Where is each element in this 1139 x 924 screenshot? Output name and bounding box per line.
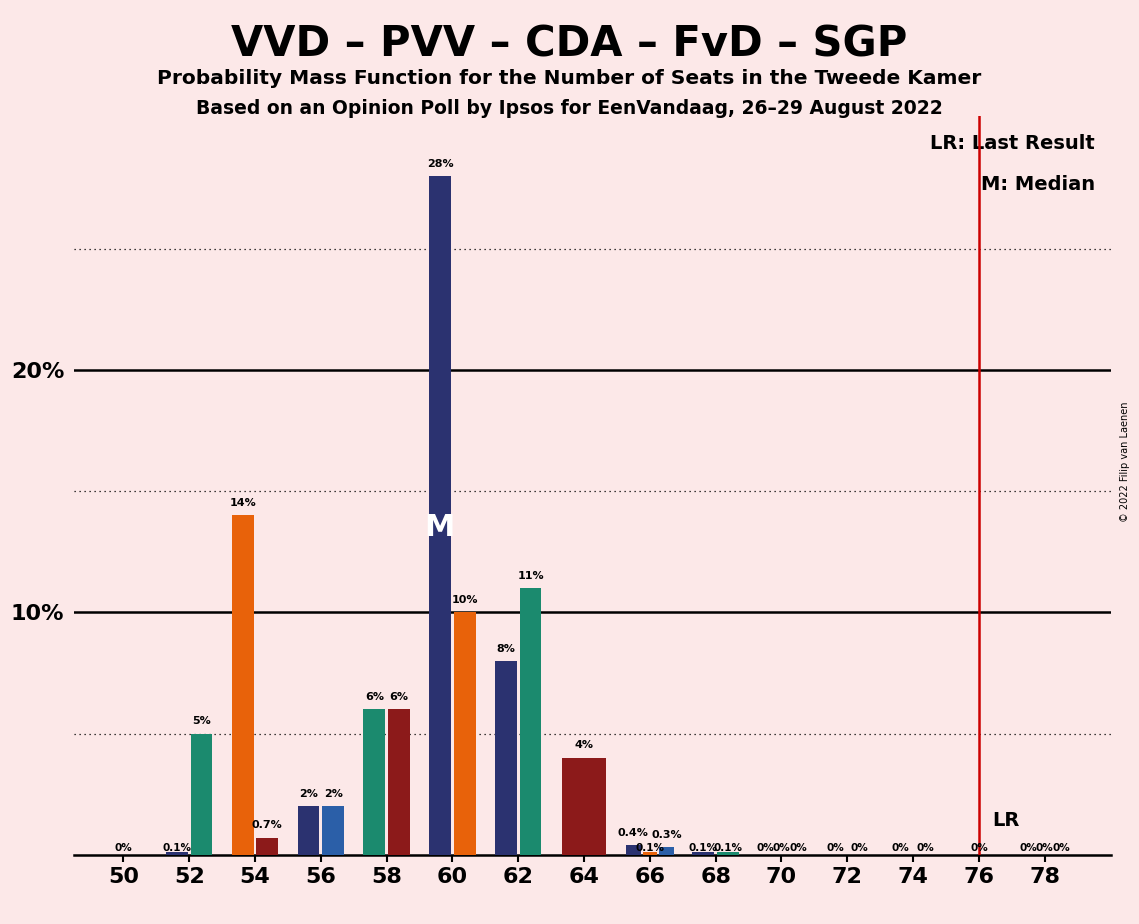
Text: 0%: 0% [851,843,869,853]
Text: 0%: 0% [892,843,910,853]
Text: 0%: 0% [1019,843,1038,853]
Bar [232,516,254,855]
Text: 0%: 0% [826,843,844,853]
Bar [563,758,606,855]
Text: 10%: 10% [451,595,478,605]
Bar [166,852,188,855]
Bar [626,845,640,855]
Bar [429,176,451,855]
Text: Based on an Opinion Poll by Ipsos for EenVandaag, 26–29 August 2022: Based on an Opinion Poll by Ipsos for Ee… [196,99,943,118]
Text: 6%: 6% [390,692,409,702]
Text: 0%: 0% [756,843,773,853]
Text: 2%: 2% [300,789,318,799]
Text: 0%: 0% [917,843,934,853]
Bar [322,807,344,855]
Text: 0.3%: 0.3% [652,830,681,840]
Text: M: M [425,513,456,542]
Text: VVD – PVV – CDA – FvD – SGP: VVD – PVV – CDA – FvD – SGP [231,23,908,65]
Text: 14%: 14% [229,498,256,508]
Bar [297,807,319,855]
Bar [693,852,714,855]
Text: © 2022 Filip van Laenen: © 2022 Filip van Laenen [1120,402,1130,522]
Bar [388,710,410,855]
Text: 0.1%: 0.1% [163,843,191,853]
Text: 0.1%: 0.1% [636,843,664,853]
Text: 28%: 28% [427,159,453,169]
Bar [190,734,212,855]
Text: 6%: 6% [364,692,384,702]
Text: 0%: 0% [1052,843,1070,853]
Text: 4%: 4% [574,740,593,750]
Bar [495,661,517,855]
Text: 0%: 0% [970,843,988,853]
Text: 0.4%: 0.4% [618,828,649,838]
Bar [454,613,476,855]
Bar [659,847,673,855]
Text: 8%: 8% [497,643,515,653]
Text: 0%: 0% [115,843,132,853]
Bar [642,852,657,855]
Text: LR: Last Result: LR: Last Result [931,134,1095,153]
Text: 0.7%: 0.7% [252,821,282,831]
Text: 0%: 0% [772,843,790,853]
Text: 2%: 2% [323,789,343,799]
Text: LR: LR [992,811,1019,831]
Bar [363,710,385,855]
Text: 0%: 0% [1035,843,1054,853]
Bar [718,852,739,855]
Text: Probability Mass Function for the Number of Seats in the Tweede Kamer: Probability Mass Function for the Number… [157,69,982,89]
Text: 0.1%: 0.1% [689,843,718,853]
Text: 0%: 0% [789,843,806,853]
Text: M: Median: M: Median [981,175,1095,194]
Bar [256,838,278,855]
Text: 11%: 11% [517,571,544,581]
Text: 5%: 5% [192,716,211,726]
Bar [519,588,541,855]
Text: 0.1%: 0.1% [713,843,743,853]
